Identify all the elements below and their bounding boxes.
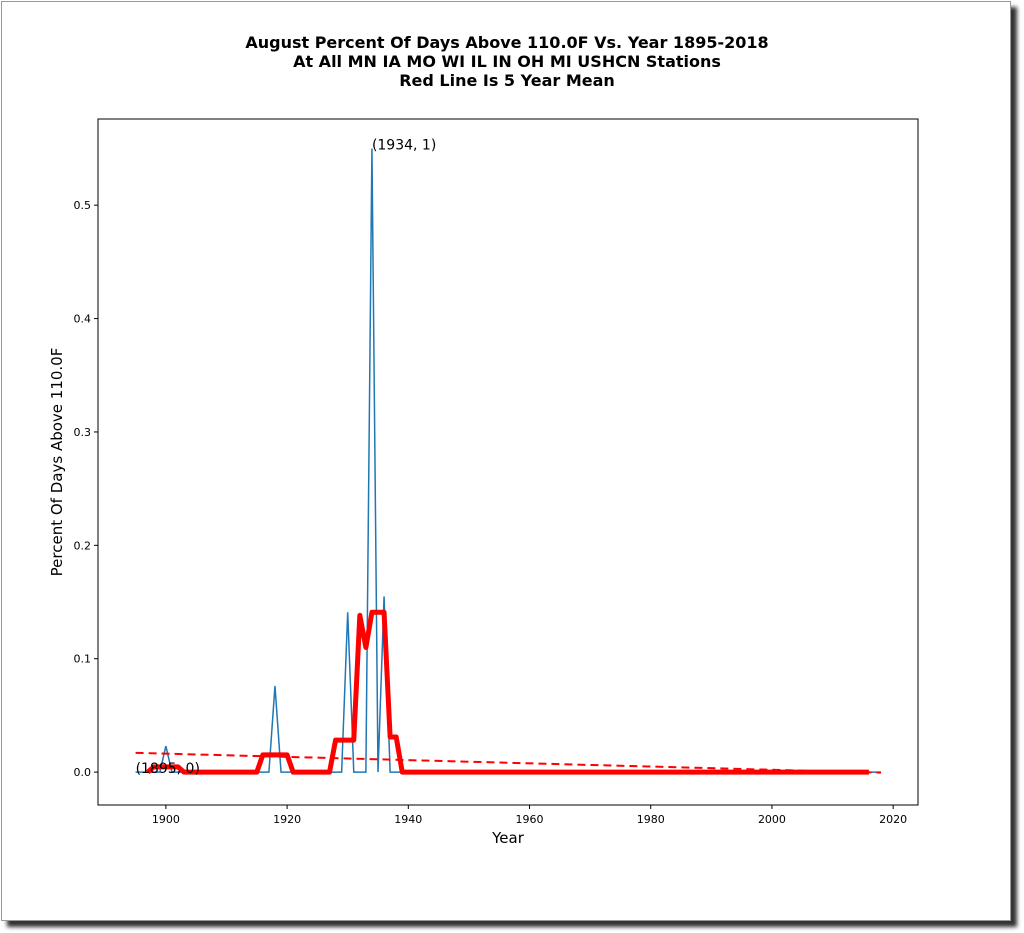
x-tick-label: 1920 [273,813,301,826]
x-tick-label: 2000 [758,813,786,826]
chart-title-line1: August Percent Of Days Above 110.0F Vs. … [245,33,769,52]
chart-title-line2: At All MN IA MO WI IL IN OH MI USHCN Sta… [293,52,721,71]
plot-area [97,118,919,806]
data-line [135,148,882,773]
annotation: (1934, 1) [372,137,436,153]
y-tick-label: 0.0 [74,766,92,779]
y-tick-label: 0.4 [74,313,92,326]
trend-line [135,751,882,774]
y-axis-label: Percent Of Days Above 110.0F [48,348,66,577]
chart-title-line3: Red Line Is 5 Year Mean [399,71,615,90]
x-tick-label: 2020 [879,813,907,826]
y-tick-label: 0.5 [74,199,92,212]
y-tick-label: 0.2 [74,539,92,552]
x-tick-label: 1980 [637,813,665,826]
y-tick-label: 0.3 [74,426,92,439]
x-axis-label: Year [491,829,525,847]
y-tick-label: 0.1 [74,653,92,666]
annotation: (1895, 0) [136,761,200,777]
x-tick-label: 1960 [516,813,544,826]
x-tick-label: 1940 [394,813,422,826]
mean-line [146,609,869,775]
x-tick-label: 1900 [152,813,180,826]
